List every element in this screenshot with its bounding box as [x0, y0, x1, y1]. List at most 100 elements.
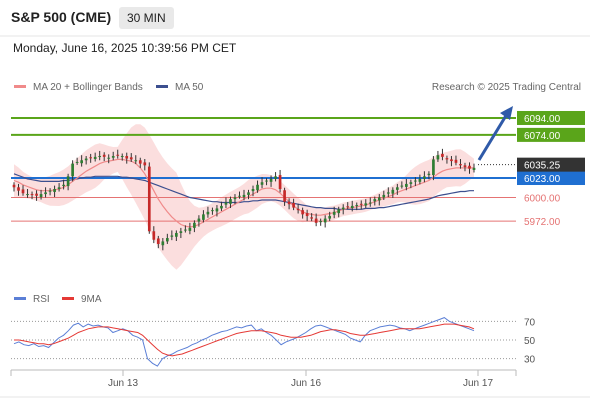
candle-body — [179, 231, 183, 233]
candle-body — [391, 189, 395, 194]
candle-body — [89, 157, 93, 159]
target-arrow-head — [500, 106, 513, 120]
candle-body — [188, 227, 192, 231]
candle-body — [21, 189, 25, 194]
current-price-label: 6035.25 — [524, 161, 561, 172]
level-label-6000.00: 6000.00 — [524, 193, 561, 204]
candle-body — [48, 190, 52, 192]
candle-body — [93, 156, 97, 159]
rsi-ma-legend-swatch — [62, 297, 74, 300]
candle-body — [116, 154, 120, 156]
candle-body — [405, 183, 408, 187]
instrument-title: S&P 500 (CME) — [11, 9, 112, 25]
candle-body — [463, 165, 467, 168]
candle-body — [138, 160, 142, 164]
candle-body — [332, 211, 336, 215]
candle-body — [301, 210, 304, 215]
candle-body — [468, 165, 471, 169]
candle-body — [418, 178, 422, 182]
candle-body — [233, 197, 237, 200]
candle-body — [161, 241, 165, 246]
candle-body — [423, 176, 426, 179]
candle-body — [346, 206, 350, 208]
candle-body — [107, 157, 111, 159]
x-tick-jun17: Jun 17 — [463, 378, 493, 389]
level-tag-6074.00 — [517, 127, 585, 142]
candle-body — [66, 176, 70, 187]
candle-body — [260, 182, 264, 185]
rsi-tick-30: 30 — [524, 355, 536, 366]
rsi-legend-swatch — [14, 297, 26, 300]
candle-body — [184, 229, 187, 231]
candle-body — [75, 161, 79, 163]
candle-body — [459, 164, 462, 166]
candle-body — [71, 163, 74, 177]
ma20-legend-label: MA 20 + Bollinger Bands — [33, 82, 143, 93]
candle-body — [125, 156, 129, 159]
candle-body — [242, 194, 246, 198]
candle-body — [314, 218, 318, 223]
candle-body — [395, 187, 399, 190]
candle-body — [432, 159, 435, 176]
candle-body — [220, 205, 223, 209]
candle-body — [120, 156, 124, 158]
candle-body — [206, 211, 210, 215]
candle-body — [26, 194, 29, 196]
chart-datetime: Monday, June 16, 2025 10:39:56 PM CET — [13, 41, 237, 55]
candle-body — [170, 235, 174, 237]
candle-body — [400, 185, 404, 187]
candle-body — [287, 201, 291, 205]
candle-body — [215, 208, 219, 212]
rsi-ma-legend-label: 9MA — [81, 294, 102, 305]
candle-body — [337, 209, 341, 214]
candle-body — [98, 156, 102, 158]
candle-body — [80, 160, 83, 164]
level-label-6074.00: 6074.00 — [524, 131, 561, 142]
candle-body — [251, 189, 255, 192]
candle-body — [350, 205, 354, 209]
rsi-tick-70: 70 — [524, 317, 536, 328]
candle-body — [265, 180, 268, 182]
candle-body — [296, 208, 300, 211]
candle-body — [441, 153, 444, 157]
time-axis: Jun 13 Jun 16 Jun 17 — [10, 369, 517, 389]
candle-body — [256, 184, 259, 191]
candle-body — [355, 205, 359, 207]
rsi-line — [13, 317, 475, 367]
rsi-tick-50: 50 — [524, 336, 536, 347]
interval-selector[interactable]: 30 MIN — [119, 7, 174, 29]
candle-body — [202, 214, 205, 220]
level-label-6094.00: 6094.00 — [524, 114, 561, 125]
candle-body — [57, 187, 61, 189]
candle-body — [17, 187, 20, 191]
candle-body — [12, 184, 16, 188]
candle-body — [197, 218, 201, 222]
x-tick-jun13: Jun 13 — [108, 378, 138, 389]
candle-body — [211, 210, 214, 212]
candle-body — [427, 173, 431, 176]
candle-body — [368, 202, 372, 204]
candle-body — [341, 207, 345, 210]
ma50-line — [13, 173, 474, 210]
level-tag-6094.00 — [517, 110, 585, 125]
candle-body — [247, 192, 250, 195]
candle-body — [102, 154, 106, 157]
level-tag-6023.00 — [517, 171, 585, 186]
candle-body — [319, 221, 323, 223]
candle-body — [445, 158, 449, 160]
level-label-6023.00: 6023.00 — [524, 174, 561, 185]
candle-body — [165, 238, 169, 242]
candle-body — [53, 189, 56, 192]
candle-body — [364, 203, 368, 206]
target-arrow — [477, 113, 509, 161]
ma20-legend-swatch — [14, 85, 26, 88]
candle-body — [84, 158, 88, 161]
main-legend: MA 20 + Bollinger Bands MA 50 — [14, 82, 204, 93]
current-price-tag — [517, 157, 585, 172]
candle-body — [269, 178, 273, 182]
candle-body — [134, 160, 138, 162]
ma50-legend-swatch — [156, 85, 168, 88]
candle-body — [283, 190, 286, 202]
candle-body — [62, 184, 65, 187]
